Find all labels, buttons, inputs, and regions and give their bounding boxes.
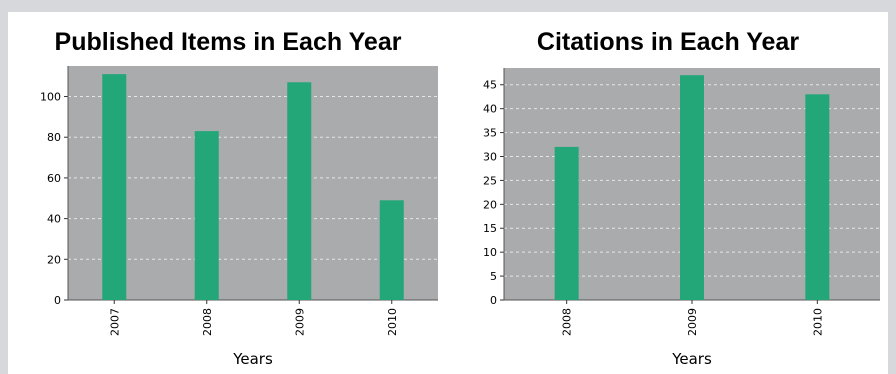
chart-title: Citations in Each Year	[536, 28, 800, 56]
bar-2009	[680, 75, 704, 300]
y-tick-label: 0	[490, 294, 497, 307]
x-tick-label: 2010	[386, 308, 399, 336]
y-tick-label: 25	[483, 174, 497, 187]
y-tick-label: 0	[54, 294, 61, 307]
x-tick-label: 2007	[108, 308, 121, 336]
x-tick-label: 2009	[293, 308, 306, 336]
bar-2008	[554, 146, 579, 300]
y-tick-label: 40	[483, 103, 497, 116]
y-tick-label: 20	[483, 198, 497, 211]
y-tick-label: 5	[490, 270, 497, 283]
y-tick-label: 30	[483, 150, 497, 163]
citations-chart: Citations in Each Year 0 5 10 15 20 25 30 35 40 4…	[448, 12, 888, 374]
y-tick-label: 10	[483, 246, 497, 259]
bar-2009	[287, 82, 312, 300]
y-tick-label: 80	[47, 131, 61, 144]
bar-2010	[805, 94, 830, 300]
published-items-plot: 0 20 40 60 80 100 2007 2008 2009 2010 Years	[40, 66, 438, 368]
figure-frame: Published Items in Each Year 0 20 40 60 80 10…	[8, 12, 888, 374]
y-tick-label: 45	[483, 79, 497, 92]
y-tick-label: 35	[483, 127, 497, 140]
x-tick-label: 2010	[811, 308, 824, 336]
bar-2008	[194, 131, 219, 300]
bar-2007	[102, 74, 127, 300]
x-axis-title: Years	[671, 350, 712, 368]
y-tick-label: 20	[47, 253, 61, 266]
y-tick-label: 60	[47, 172, 61, 185]
y-tick-label: 40	[47, 213, 61, 226]
x-axis-title: Years	[232, 350, 273, 368]
x-tick-label: 2009	[686, 308, 699, 336]
x-tick-label: 2008	[201, 308, 214, 336]
y-tick-label: 15	[483, 222, 497, 235]
published-items-chart: Published Items in Each Year 0 20 40 60 80 10…	[8, 12, 448, 374]
bar-2010	[379, 200, 404, 300]
chart-title: Published Items in Each Year	[54, 28, 402, 56]
plot-area	[68, 66, 438, 300]
x-tick-label: 2008	[561, 308, 574, 336]
y-tick-label: 100	[40, 91, 61, 104]
citations-plot: 0 5 10 15 20 25 30 35 40 45 2008 2009 2010 Years	[483, 68, 880, 368]
